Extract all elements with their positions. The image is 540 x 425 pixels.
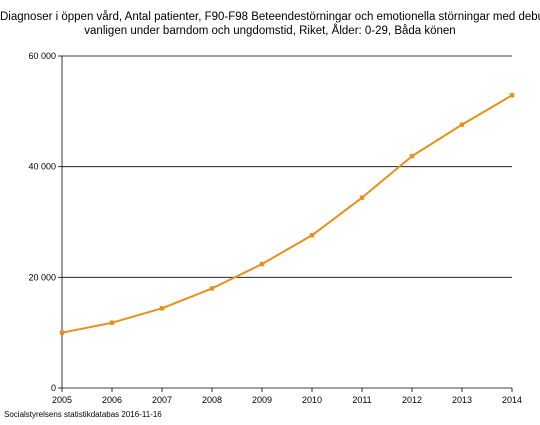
series-line [61,94,513,334]
x-tick-label: 2011 [352,395,371,405]
series-group [59,93,515,335]
grid-lines [62,55,512,278]
axes [61,56,512,389]
x-tick-label: 2013 [452,395,472,405]
data-point-marker [209,286,215,291]
x-tick-label: 2010 [302,395,322,405]
x-axis-ticks: 2005 2006 2007 2008 2009 2010 2011 2012 2013 2014 [52,388,522,405]
x-tick-label: 2008 [202,395,222,405]
x-tick-label: 2014 [502,395,522,405]
x-tick-label: 2005 [52,395,72,405]
data-point-marker [509,93,515,98]
x-tick-label: 2007 [152,395,172,405]
x-tick-label: 2009 [252,395,272,405]
chart-title-line-2: vanligen under barndom och ungdomstid, R… [84,25,456,37]
y-tick-label: 20 000 [28,272,56,282]
chart-title: Diagnoser i öppen vård, Antal patienter,… [0,10,540,38]
data-point-marker [359,195,365,200]
data-point-marker [59,330,65,335]
data-point-marker [259,261,265,267]
y-tick-label: 60 000 [28,51,56,61]
data-point-marker [309,233,315,238]
y-tick-label: 0 [51,383,56,393]
data-point-marker [459,122,465,127]
data-point-marker [159,306,165,311]
y-tick-label: 40 000 [28,162,56,172]
data-point-marker [409,153,415,159]
y-axis-ticks: 0 20 000 40 000 60 000 [28,51,62,393]
chart-title-line-1: Diagnoser i öppen vård, Antal patienter,… [0,11,540,23]
x-tick-label: 2006 [102,395,122,405]
source-note: Socialstyrelsens statistikdatabas 2016-1… [4,410,162,419]
x-tick-label: 2012 [402,395,422,405]
data-point-marker [109,320,115,325]
